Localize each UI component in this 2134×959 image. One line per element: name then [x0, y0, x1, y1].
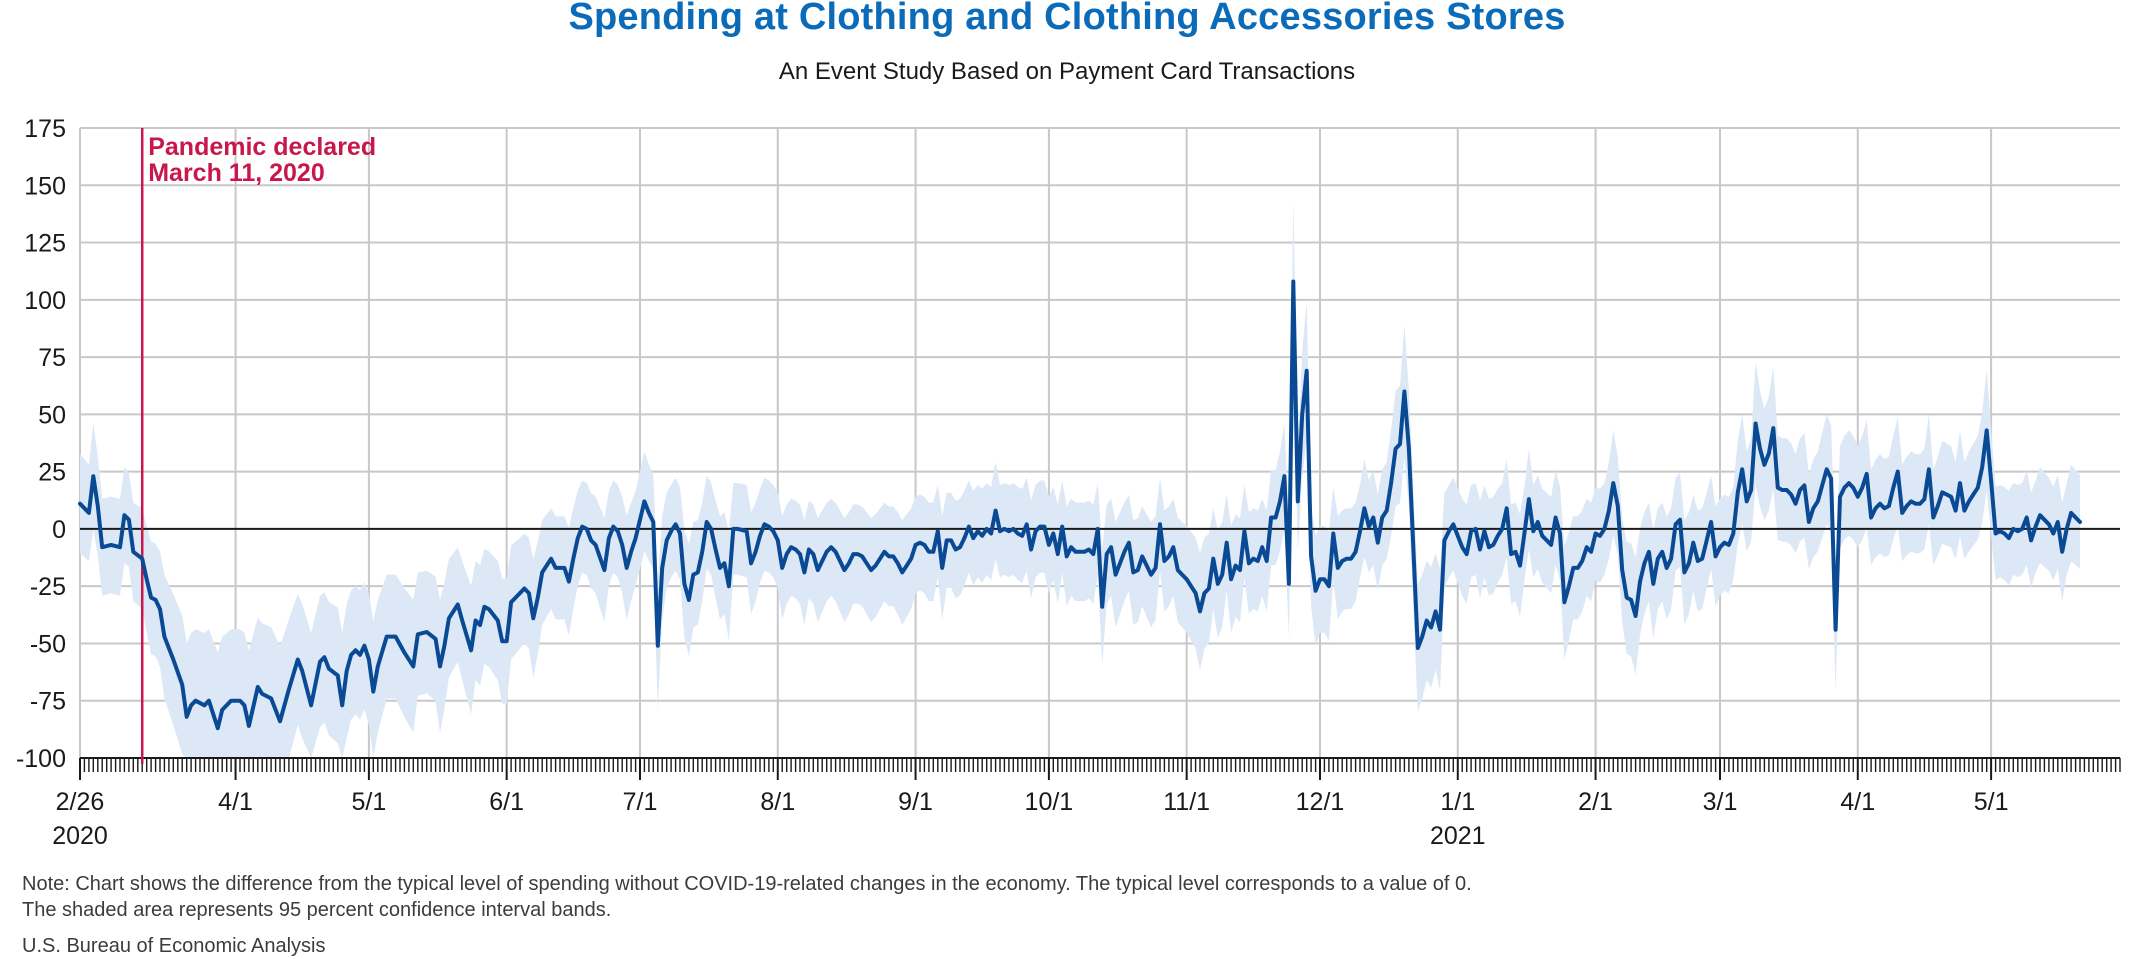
x-tick-year-label: 2020: [52, 822, 108, 850]
spending-series-line: [78, 279, 2082, 731]
x-tick-label: 5/1: [1974, 788, 2009, 816]
x-tick-label: 3/1: [1703, 788, 1738, 816]
y-tick-label: -50: [30, 630, 66, 658]
x-tick-label: 2/1: [1578, 788, 1613, 816]
y-tick-label: 50: [38, 401, 66, 429]
line-chart: 175 150 125 100 75 50 25 0 -25 -50 -75 -100 2/26 2020…: [16, 115, 2121, 850]
x-tick-label: 8/1: [760, 788, 795, 816]
y-tick-label: -100: [16, 745, 66, 773]
y-tick-label: -75: [30, 688, 66, 716]
x-tick-label: 4/1: [218, 788, 253, 816]
confidence-band: [80, 198, 2080, 759]
chart-subtitle: An Event Study Based on Payment Card Tra…: [778, 58, 1356, 85]
y-tick-label: -25: [30, 573, 66, 601]
event-date-label: March 11, 2020: [148, 159, 325, 187]
x-tick-label: 1/1: [1440, 788, 1475, 816]
y-tick-label: 25: [38, 459, 66, 487]
y-tick-label: 75: [38, 344, 66, 372]
y-tick-label: 100: [24, 287, 66, 315]
event-label: Pandemic declared: [148, 133, 376, 161]
y-tick-label: 125: [24, 230, 66, 258]
x-tick-label: 4/1: [1840, 788, 1875, 816]
x-tick-label: 5/1: [352, 788, 387, 816]
x-tick-label: 10/1: [1025, 788, 1074, 816]
source-credit: U.S. Bureau of Economic Analysis: [22, 935, 326, 957]
x-tick-label: 2/26: [56, 788, 105, 816]
y-tick-label: 0: [52, 516, 66, 544]
x-tick-label: 7/1: [623, 788, 658, 816]
x-tick-label: 12/1: [1296, 788, 1345, 816]
x-tick-year-label: 2021: [1430, 822, 1486, 850]
y-tick-label: 175: [24, 115, 66, 143]
x-tick-label: 9/1: [898, 788, 933, 816]
x-tick-label: 6/1: [489, 788, 524, 816]
y-tick-label: 150: [24, 172, 66, 200]
chart-title: Spending at Clothing and Clothing Access…: [568, 0, 1566, 38]
note-line-1: Note: Chart shows the difference from th…: [22, 873, 1472, 895]
x-tick-label: 11/1: [1163, 788, 1210, 816]
x-axis-day-ticks: [79, 758, 2121, 772]
note-line-2: The shaded area represents 95 percent co…: [22, 899, 612, 921]
